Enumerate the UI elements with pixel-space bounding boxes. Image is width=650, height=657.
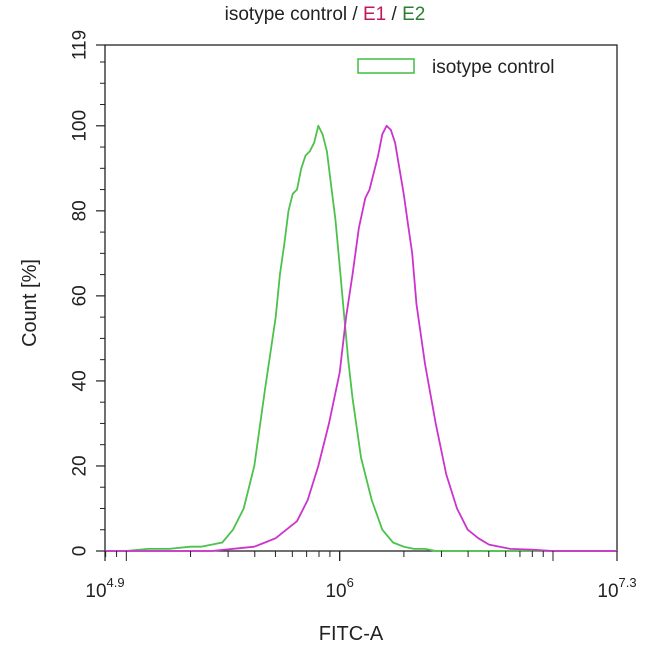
title-part-0: isotype control xyxy=(224,4,348,25)
series-line-e1 xyxy=(105,124,617,552)
x-axis-title: FITC-A xyxy=(319,623,384,645)
y-tick-label: 60 xyxy=(70,285,91,306)
legend-swatch xyxy=(357,58,415,74)
series-line-isotype-control xyxy=(105,124,617,552)
y-tick-label: 20 xyxy=(70,455,91,476)
x-tick-label: 106 xyxy=(325,575,353,602)
title-part-2: E1 xyxy=(363,4,387,25)
legend-label: isotype control xyxy=(432,57,555,78)
y-tick-label: 100 xyxy=(70,110,91,142)
title-part-4: E2 xyxy=(402,4,426,25)
title-part-3: / xyxy=(386,4,403,25)
chart-title: isotype control / E1 / E2 xyxy=(0,4,650,26)
y-tick-label: 40 xyxy=(70,370,91,391)
x-tick-label: 104.9 xyxy=(85,575,124,602)
y-tick-label: 119 xyxy=(70,30,91,60)
title-part-1: / xyxy=(347,4,363,25)
y-axis-title: Count [%] xyxy=(19,259,41,347)
y-tick-label: 0 xyxy=(70,546,91,557)
series-layer xyxy=(105,124,617,552)
plot-frame xyxy=(104,44,618,552)
x-tick-label: 107.3 xyxy=(597,575,636,602)
axes xyxy=(104,44,618,552)
ticks-layer: 0 20 40 60 80 100 119 104.9 106 107.3 xyxy=(70,30,637,602)
legend: isotype control xyxy=(357,57,555,78)
y-tick-label: 80 xyxy=(70,200,91,221)
